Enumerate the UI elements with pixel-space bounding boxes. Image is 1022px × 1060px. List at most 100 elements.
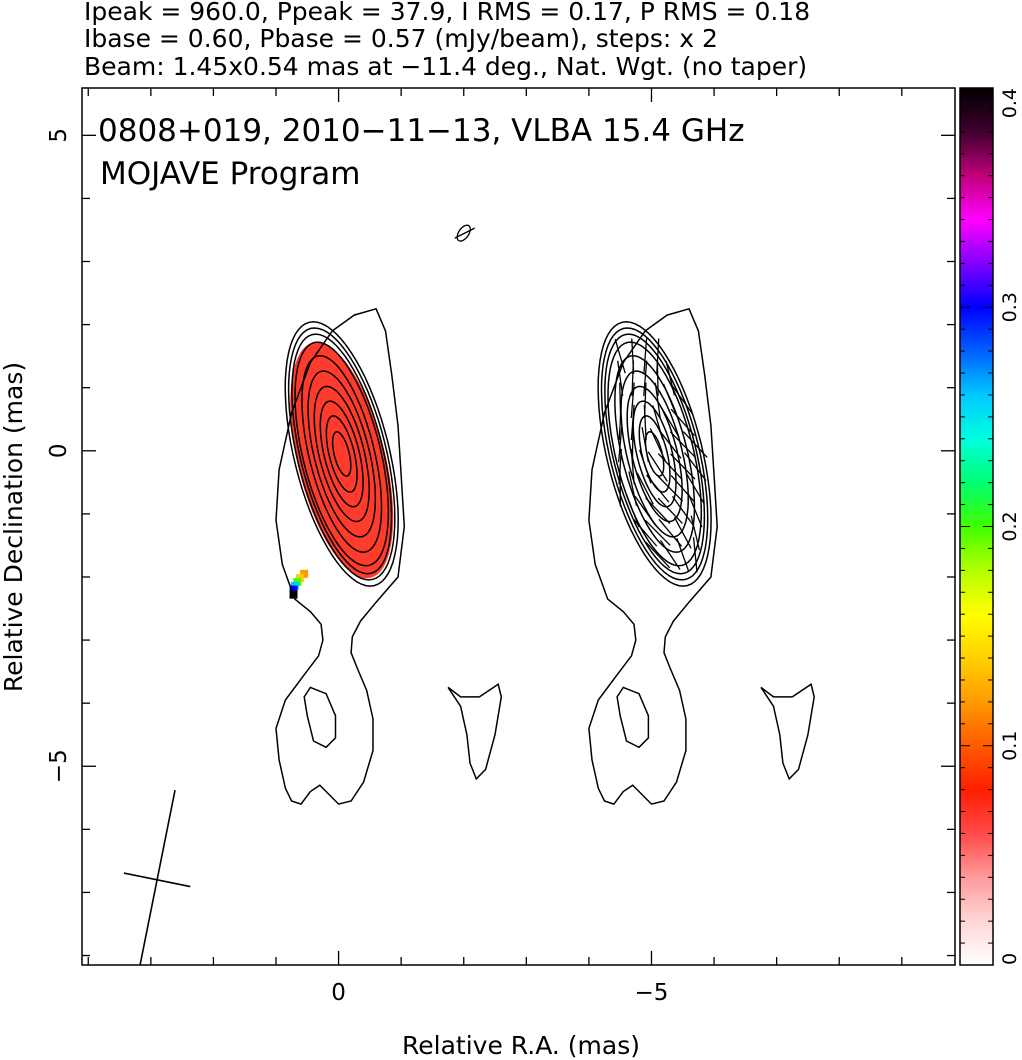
- evpa-vector: [682, 431, 708, 458]
- contour-level: [620, 370, 689, 538]
- evpa-vector: [634, 495, 656, 526]
- evpa-vector: [614, 339, 626, 374]
- y-tick-label: 5: [46, 128, 72, 143]
- contour-level: [287, 327, 396, 581]
- evpa-vector: [659, 539, 681, 570]
- contour-level: [325, 415, 358, 493]
- evpa-vector: [641, 426, 649, 462]
- contour-island: [303, 686, 337, 749]
- evpa-vector: [685, 473, 705, 505]
- reference-tick: [454, 227, 476, 239]
- evpa-vector: [654, 382, 661, 418]
- evpa-vector: [670, 453, 696, 480]
- contour-level: [331, 431, 352, 477]
- evpa-vector: [688, 494, 703, 528]
- evpa-vector: [631, 426, 634, 463]
- chart-subtitle: MOJAVE Program: [100, 156, 360, 192]
- contour-level: [294, 341, 390, 567]
- colorbar-tick-label: 0.2: [999, 511, 1021, 541]
- colorbar-ticks: 0 0.1 0.2 0.3 0.4: [960, 87, 1021, 966]
- evpa-vector: [630, 404, 635, 441]
- y-axis-label: Relative Declination (mas): [0, 362, 28, 692]
- evpa-vector: [645, 497, 671, 524]
- evpa-vector: [671, 385, 694, 415]
- colorbar-tick-label: 0: [999, 953, 1021, 965]
- evpa-vector: [657, 453, 683, 480]
- evpa-vector: [643, 338, 648, 374]
- contour-level: [600, 327, 709, 581]
- evpa-vector: [644, 519, 671, 546]
- x-tick-label: −5: [635, 980, 669, 1006]
- contour-blob: [447, 682, 503, 781]
- y-tick-label: −5: [46, 749, 72, 783]
- evpa-vector: [671, 496, 694, 526]
- contour-level: [632, 400, 677, 508]
- contour-level: [614, 354, 696, 553]
- contour-level: [319, 400, 364, 508]
- evpa-vectors: [614, 338, 708, 573]
- evpa-vector: [684, 452, 707, 481]
- reference-ellipse: [456, 224, 471, 242]
- evpa-vector: [645, 541, 671, 569]
- evpa-vector: [631, 338, 635, 374]
- evpa-vector: [658, 518, 683, 547]
- contour-blob: [760, 682, 815, 781]
- evpa-vector: [669, 431, 696, 458]
- plot-frame: [81, 87, 956, 966]
- evpa-vector: [643, 382, 647, 418]
- evpa-vector: [646, 474, 670, 503]
- evpa-vector: [662, 383, 678, 417]
- polarized-fill-pixel: [289, 585, 298, 594]
- evpa-vector: [657, 497, 683, 524]
- evpa-vector: [690, 515, 701, 551]
- evpa-vector: [643, 360, 648, 396]
- contour-outer: [275, 307, 406, 805]
- evpa-vector: [628, 471, 638, 507]
- contour-outer: [588, 307, 718, 805]
- header-line-3: Beam: 1.45x0.54 mas at −11.4 deg., Nat. …: [84, 52, 807, 81]
- contour-level: [313, 385, 370, 523]
- contour-level: [607, 341, 703, 567]
- plot-area: [123, 224, 815, 965]
- colorbar-tick-label: 0.3: [999, 292, 1021, 322]
- colorbar-tick-label: 0.1: [999, 731, 1021, 761]
- evpa-vector: [625, 494, 640, 528]
- beam-minor-axis: [123, 872, 191, 888]
- evpa-vector: [670, 474, 695, 503]
- evpa-vector: [618, 448, 622, 485]
- evpa-vector: [673, 516, 692, 549]
- evpa-vector: [618, 426, 623, 463]
- header-line-1: Ipeak = 960.0, Ppeak = 37.9, I RMS = 0.1…: [84, 0, 810, 26]
- evpa-vector: [630, 382, 635, 418]
- evpa-vector: [692, 537, 698, 573]
- evpa-vector: [660, 406, 680, 438]
- evpa-vector: [652, 405, 664, 440]
- evpa-vector: [670, 408, 695, 437]
- evpa-vector: [658, 430, 682, 459]
- evpa-vector: [636, 472, 654, 505]
- evpa-vector: [656, 338, 660, 374]
- evpa-vector: [665, 360, 676, 396]
- contour-level: [597, 321, 712, 587]
- contour-island: [616, 686, 650, 749]
- contour-level: [626, 385, 683, 523]
- chart-title: 0808+019, 2010−11−13, VLBA 15.4 GHz: [98, 113, 744, 149]
- beam-marker: [123, 789, 191, 965]
- colorbar-tick-label: 0.4: [999, 88, 1021, 118]
- evpa-vector: [647, 451, 668, 482]
- evpa-vector: [617, 360, 624, 396]
- polarized-fill-pixel: [300, 569, 309, 578]
- x-axis-label: Relative R.A. (mas): [402, 1031, 640, 1060]
- evpa-vector: [619, 382, 622, 418]
- contour-level: [284, 321, 399, 587]
- contour-level: [638, 415, 671, 493]
- x-tick-label: 0: [331, 980, 346, 1006]
- contour-level: [301, 354, 383, 553]
- evpa-reference-marker: [454, 224, 476, 242]
- header-line-2: Ibase = 0.60, Pbase = 0.57 (mJy/beam), s…: [84, 24, 718, 53]
- contour-level: [307, 370, 377, 538]
- axis-ticks: 0 −5 5 0 −5: [46, 88, 955, 1006]
- intensity-contours: [275, 307, 815, 805]
- evpa-vector: [657, 475, 684, 502]
